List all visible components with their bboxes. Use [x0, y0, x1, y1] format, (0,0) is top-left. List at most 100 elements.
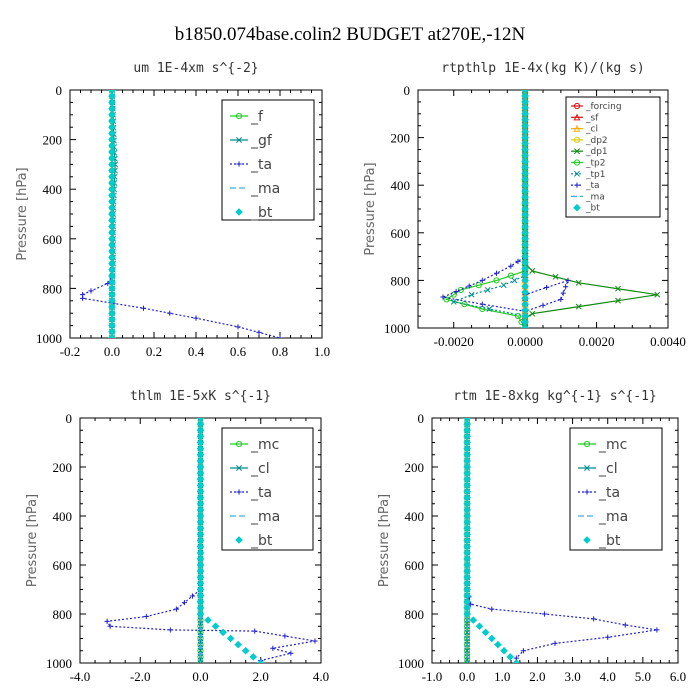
- y-tick-label: 800: [53, 607, 73, 622]
- y-tick-label: 800: [43, 281, 63, 296]
- point-tp2: [457, 286, 464, 294]
- legend-label: _bt: [585, 204, 600, 214]
- y-tick-label: 1000: [398, 656, 424, 671]
- y-tick-label: 200: [53, 460, 73, 475]
- point-bt: [506, 653, 515, 661]
- point-ta: [252, 628, 258, 634]
- legend-label: _tp2: [585, 159, 605, 169]
- point-ta: [591, 616, 597, 622]
- point-ta: [466, 283, 472, 289]
- x-tick-label: 0.2: [146, 344, 162, 359]
- point-bt: [481, 628, 490, 637]
- legend: _mc _cl _ta _ma _bt: [569, 427, 663, 551]
- legend-label: _sf: [585, 113, 599, 123]
- series-group: [440, 90, 661, 328]
- legend-box: [221, 427, 314, 551]
- legend: _f _gf _ta _ma _bt: [221, 99, 315, 221]
- panel-title: thlm 1E-5xK s^{-1}: [130, 389, 271, 404]
- point-ta: [540, 302, 546, 308]
- point-bt: [219, 628, 227, 637]
- point-ta: [143, 613, 149, 620]
- x-tick-label: -4.0: [70, 669, 91, 684]
- y-tick-label: 800: [391, 273, 411, 288]
- legend-swatch-marker: [235, 112, 243, 120]
- point-tp2: [493, 277, 500, 284]
- point-ta: [468, 601, 474, 607]
- legend: _mc _cl _ta _ma _bt: [221, 427, 314, 551]
- point-ta: [235, 324, 241, 330]
- point-bt: [475, 622, 484, 631]
- legend-label: _ma: [250, 509, 280, 525]
- y-tick-label: 200: [405, 460, 425, 475]
- point-dp1: [615, 297, 621, 304]
- point-ta: [140, 305, 147, 311]
- y-tick-label: 0: [404, 83, 411, 98]
- point-ta: [288, 650, 294, 656]
- series-group: [80, 90, 283, 338]
- chart-panel-3: thlm 1E-5xK s^{-1} 0 200 400 600 800 1000-4.0 -…: [25, 389, 329, 684]
- x-tick-label: 0.0: [104, 344, 120, 359]
- x-tick-label: 2.0: [253, 669, 269, 684]
- point-ta: [88, 288, 94, 294]
- point-ta: [270, 645, 276, 651]
- point-ta: [256, 329, 262, 336]
- legend-label: _mc: [250, 437, 279, 453]
- x-tick-label: -0.0020: [434, 334, 474, 349]
- x-tick-label: -1.0: [422, 669, 443, 684]
- legend-swatch-marker: [584, 465, 590, 471]
- x-tick-label: 1.0: [494, 669, 510, 684]
- point-dp1: [529, 267, 536, 274]
- legend-label: _ma: [585, 192, 605, 202]
- point-tp2: [514, 313, 522, 320]
- point-tp1: [486, 306, 493, 312]
- legend: _forcing_sf _cl_dp2_dp1 _tp2_tp1_ta_ma _bt: [565, 96, 661, 218]
- point-ta: [181, 599, 188, 606]
- point-ta: [622, 622, 628, 628]
- x-tick-label: 2.0: [529, 669, 545, 684]
- x-tick-label: 3.0: [564, 669, 580, 684]
- point-ta: [515, 258, 521, 264]
- y-tick-label: 200: [43, 133, 63, 148]
- legend-swatch-marker: [573, 124, 581, 132]
- x-tick-label: 0.0: [192, 669, 208, 684]
- y-tick-label: 400: [53, 509, 73, 524]
- legend-swatch-marker: [574, 182, 580, 188]
- point-cl: [464, 647, 471, 654]
- point-bt: [512, 659, 521, 663]
- series-line-ta: [440, 90, 570, 328]
- point-tp2: [461, 301, 468, 308]
- y-axis-label: Pressure [hPa]: [363, 162, 378, 255]
- point-ta: [440, 294, 446, 300]
- legend-swatch-marker: [236, 465, 242, 471]
- x-tick-label: 0.0020: [579, 334, 615, 349]
- point-ta: [508, 263, 514, 269]
- point-ta: [520, 648, 526, 654]
- panel-title: rtm 1E-8xkg kg^{-1} s^{-1}: [453, 389, 657, 404]
- point-ta: [282, 633, 288, 639]
- point-ta: [489, 606, 495, 612]
- y-axis-label: Pressure [hPa]: [15, 167, 30, 260]
- point-ta: [563, 284, 569, 290]
- point-bt: [241, 646, 250, 655]
- point-dp1: [615, 285, 621, 292]
- legend-swatch-marker: [573, 113, 581, 121]
- y-tick-label: 600: [405, 558, 425, 573]
- legend-box: [569, 427, 663, 551]
- legend-swatch-marker: [583, 440, 591, 448]
- legend-label: _dp2: [585, 136, 608, 146]
- legend-label: _tp1: [585, 170, 605, 180]
- point-bt: [469, 616, 478, 624]
- point-ta: [558, 296, 564, 303]
- point-ta: [277, 335, 283, 338]
- legend-swatch-marker: [235, 440, 243, 448]
- y-tick-label: 800: [405, 607, 425, 622]
- point-tp2: [475, 282, 482, 289]
- y-tick-label: 400: [391, 178, 411, 193]
- x-tick-label: 5.0: [635, 669, 651, 684]
- point-cl: [197, 647, 204, 654]
- legend-label: _dp1: [585, 147, 608, 157]
- point-cl: [464, 629, 471, 636]
- y-tick-label: 600: [53, 558, 73, 573]
- y-tick-label: 1000: [36, 331, 62, 346]
